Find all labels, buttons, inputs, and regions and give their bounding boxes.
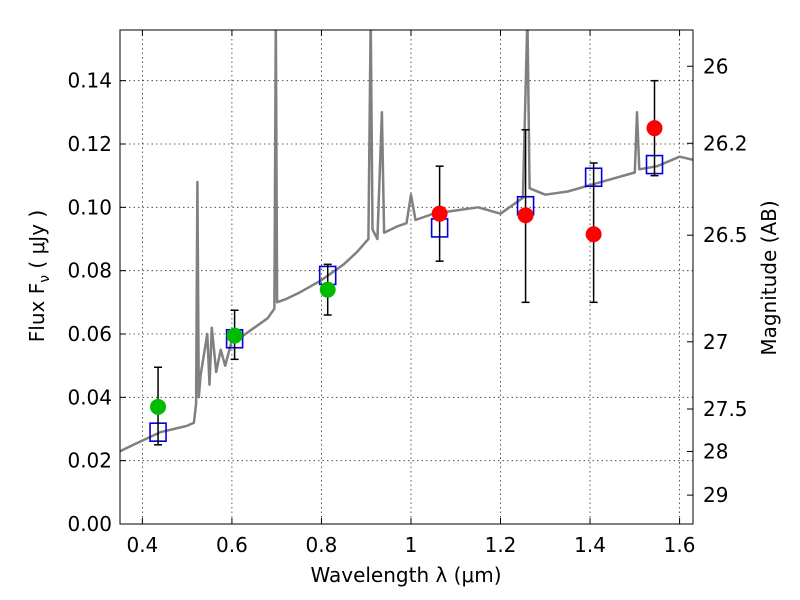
right-tick-label: 26.2 (703, 131, 748, 155)
x-tick-label: 0.6 (216, 533, 248, 557)
y-tick-label: 0.06 (67, 322, 112, 346)
observed-flux-point (319, 281, 336, 298)
right-tick-label: 27.5 (703, 397, 748, 421)
ticks: 0.4 0.6 0.8 1 1.2 1.4 1.6 0.00 0.02 0.04 0.06 0.08 0… (67, 30, 748, 557)
right-axis-title: Magnitude (AB) (757, 200, 781, 355)
y-tick-label: 0.00 (67, 512, 112, 536)
observed-flux-point (517, 207, 534, 224)
y-axis-title-unit: ( μJy ) (25, 210, 49, 275)
y-tick-label: 0.02 (67, 449, 112, 473)
observed-flux-point (646, 120, 663, 137)
observed-flux-point (226, 327, 243, 344)
x-tick-label: 0.4 (126, 533, 158, 557)
x-tick-label: 1 (405, 533, 418, 557)
y-axis-title-main: Flux F (25, 283, 49, 342)
x-tick-label: 1.6 (664, 533, 696, 557)
y-tick-label: 0.10 (67, 195, 112, 219)
plot-area (120, 30, 693, 453)
x-tick-label: 1.4 (574, 533, 606, 557)
model-spectrum-line (120, 30, 693, 453)
axes-frame (119, 29, 694, 525)
right-tick-label: 27 (703, 330, 728, 354)
observed-flux-point (585, 226, 602, 243)
x-tick-label: 1.2 (485, 533, 517, 557)
observed-flux-point (150, 398, 167, 415)
y-tick-label: 0.14 (67, 69, 112, 93)
grid (120, 30, 693, 524)
observed-flux-point (431, 205, 448, 222)
x-tick-label: 0.8 (306, 533, 338, 557)
y-axis-title: Flux Fν ( μJy ) (25, 210, 53, 342)
y-tick-label: 0.04 (67, 385, 112, 409)
right-tick-label: 26.5 (703, 223, 748, 247)
y-tick-label: 0.12 (67, 132, 112, 156)
right-tick-label: 29 (703, 483, 728, 507)
right-tick-label: 26 (703, 54, 728, 78)
x-axis-title: Wavelength λ (μm) (310, 563, 501, 587)
y-axis-title-sub: ν (37, 275, 53, 283)
y-tick-label: 0.08 (67, 259, 112, 283)
right-tick-label: 28 (703, 439, 728, 463)
